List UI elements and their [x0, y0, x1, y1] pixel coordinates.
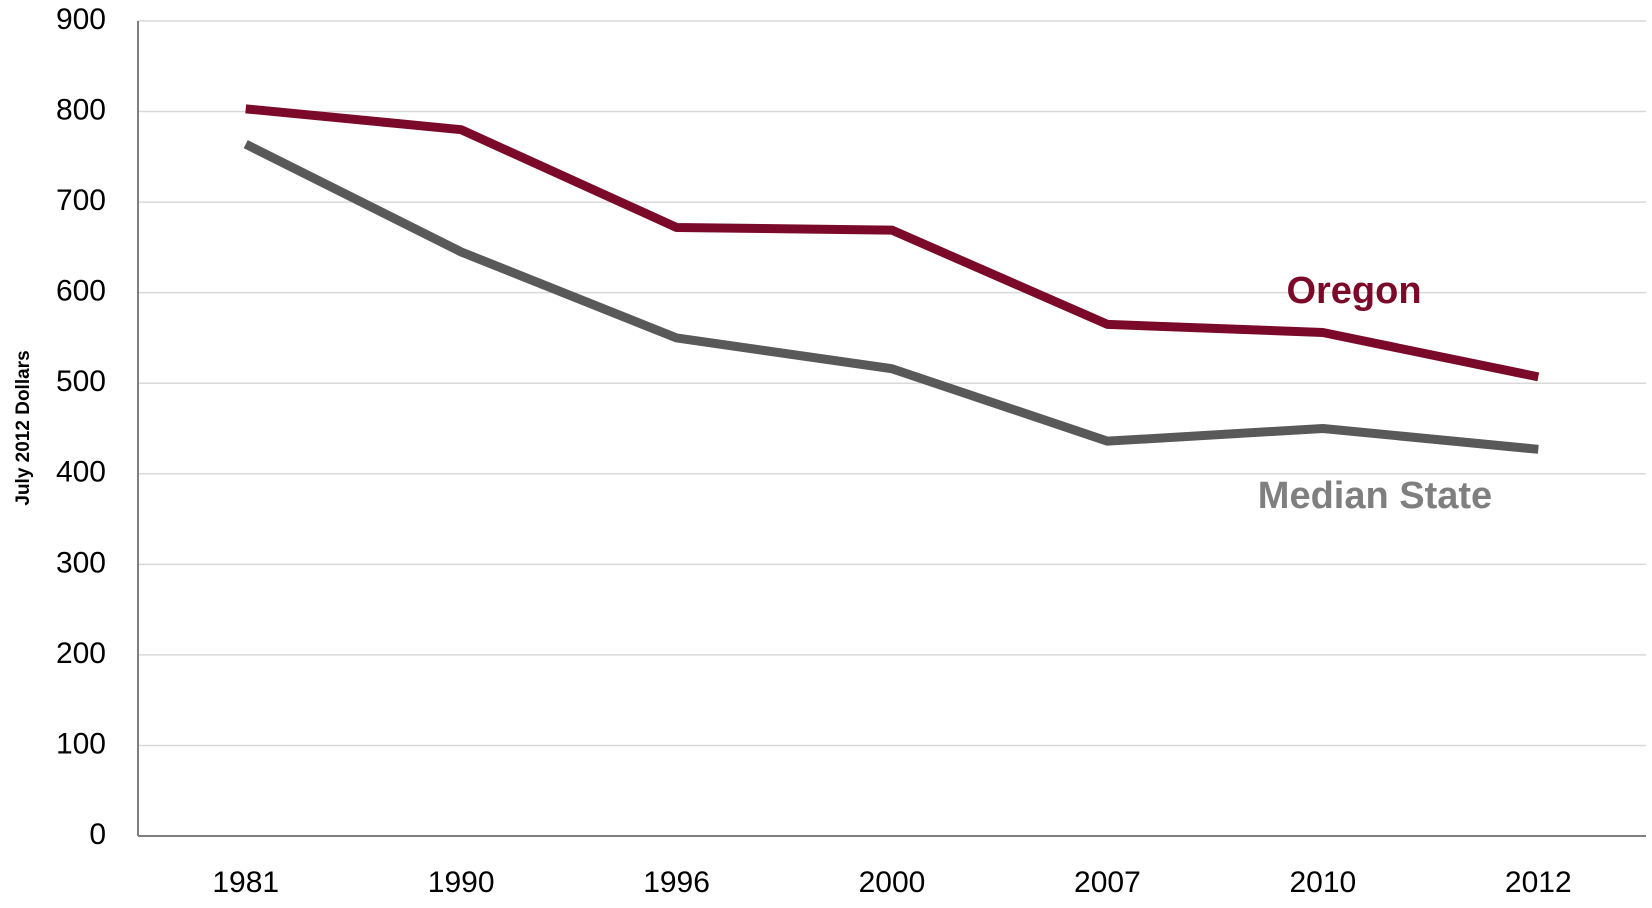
x-tick-label: 1990 [428, 866, 495, 899]
y-tick-label: 0 [89, 818, 106, 851]
x-tick-label: 2007 [1074, 866, 1141, 899]
series-line [243, 140, 1539, 454]
x-tick-label: 1981 [212, 866, 279, 899]
y-tick-label: 700 [56, 184, 106, 217]
x-tick-label: 2010 [1289, 866, 1356, 899]
x-tick-label: 2012 [1505, 866, 1572, 899]
y-tick-label: 200 [56, 637, 106, 670]
x-tick-label: 2000 [859, 866, 926, 899]
series-label: Median State [1258, 475, 1492, 517]
y-tick-label: 800 [56, 93, 106, 126]
y-tick-label: 900 [56, 3, 106, 36]
series-line [245, 104, 1540, 382]
series-label: Oregon [1286, 270, 1421, 312]
x-tick-label: 1996 [643, 866, 710, 899]
y-tick-label: 500 [56, 365, 106, 398]
y-tick-label: 300 [56, 546, 106, 579]
y-tick-label: 400 [56, 456, 106, 489]
y-tick-label: 600 [56, 275, 106, 308]
y-axis-label: July 2012 Dollars [13, 350, 34, 505]
y-tick-label: 100 [56, 727, 106, 760]
